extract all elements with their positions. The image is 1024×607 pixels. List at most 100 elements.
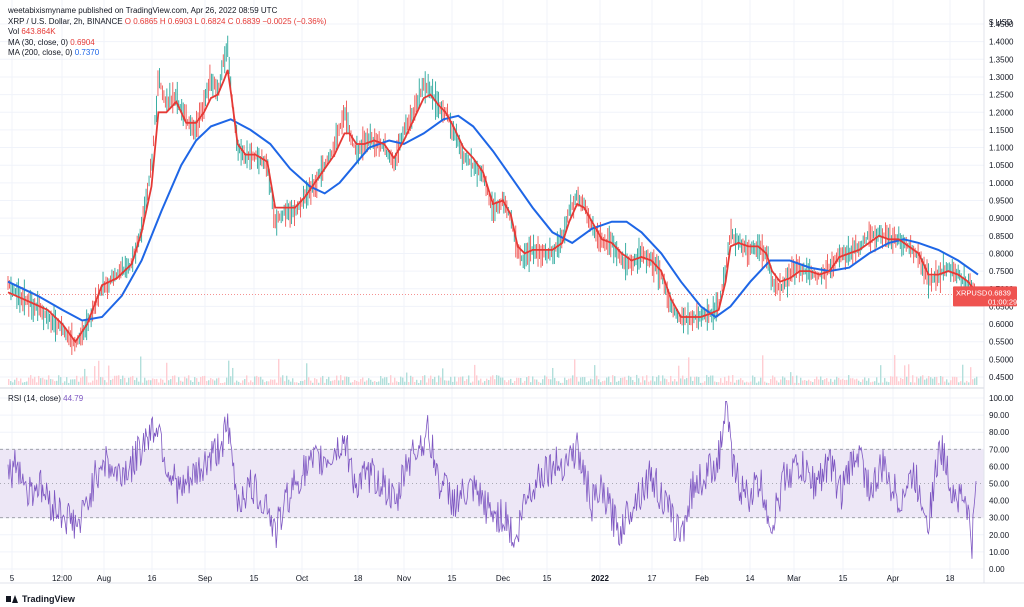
volume-bar	[134, 380, 136, 385]
volume-bar	[536, 379, 538, 385]
volume-bar	[594, 365, 596, 385]
volume-bar	[466, 379, 468, 385]
volume-bar	[788, 380, 790, 385]
volume-bar	[86, 376, 88, 385]
volume-bar	[88, 382, 90, 385]
volume-bar	[546, 376, 548, 385]
volume-bar	[254, 376, 256, 385]
volume-bar	[836, 376, 838, 385]
volume-bar	[502, 377, 504, 385]
volume-label[interactable]: Vol	[8, 27, 20, 36]
volume-bar	[718, 382, 720, 385]
volume-bar	[808, 379, 810, 385]
volume-bar	[656, 376, 658, 385]
volume-bar	[954, 376, 956, 385]
volume-bar	[602, 381, 604, 385]
volume-bar	[680, 378, 682, 385]
volume-bar	[360, 379, 362, 385]
volume-bar	[348, 377, 350, 385]
volume-bar	[278, 358, 280, 385]
volume-bar	[552, 367, 554, 385]
volume-bar	[390, 375, 392, 385]
volume-bar	[460, 376, 462, 385]
volume-bar	[912, 375, 914, 385]
volume-bar	[822, 380, 824, 385]
volume-bar	[356, 380, 358, 385]
price-tick-label: 1.2500	[989, 91, 1014, 100]
volume-bar	[16, 377, 18, 385]
volume-bar	[248, 382, 250, 385]
volume-bar	[52, 379, 54, 385]
volume-bar	[38, 375, 40, 385]
volume-bar	[346, 376, 348, 385]
rsi-tick-label: 70.00	[989, 445, 1010, 454]
volume-bar	[534, 379, 536, 385]
volume-bar	[916, 376, 918, 385]
volume-bar	[320, 377, 322, 385]
ma200-label[interactable]: MA (200, close, 0)	[8, 48, 73, 57]
volume-bar	[722, 382, 724, 385]
price-tick-label: 1.0000	[989, 179, 1014, 188]
time-tick-label: Nov	[397, 574, 411, 583]
volume-bar	[694, 376, 696, 385]
volume-bar	[110, 379, 112, 385]
volume-bars	[8, 355, 978, 385]
volume-bar	[102, 377, 104, 385]
volume-bar	[252, 382, 254, 385]
volume-bar	[174, 375, 176, 385]
volume-bar	[58, 375, 60, 385]
volume-bar	[440, 377, 442, 385]
time-tick-label: 2022	[591, 574, 609, 583]
price-tick-label: 1.4500	[989, 20, 1014, 29]
volume-bar	[500, 377, 502, 385]
volume-bar	[740, 378, 742, 385]
symbol-title[interactable]: XRP / U.S. Dollar, 2h, BINANCE	[8, 16, 123, 26]
volume-bar	[528, 375, 530, 385]
volume-bar	[448, 380, 450, 385]
volume-bar	[674, 379, 676, 385]
volume-bar	[780, 379, 782, 385]
ma30-row: MA (30, close, 0) 0.6904	[8, 38, 326, 49]
volume-bar	[588, 381, 590, 385]
volume-bar	[720, 378, 722, 385]
volume-bar	[24, 382, 26, 385]
volume-bar	[700, 382, 702, 385]
volume-bar	[874, 381, 876, 385]
volume-bar	[902, 378, 904, 385]
volume-bar	[644, 380, 646, 385]
volume-bar	[124, 377, 126, 385]
volume-bar	[396, 381, 398, 385]
volume-bar	[530, 382, 532, 385]
volume-bar	[634, 381, 636, 385]
volume-bar	[738, 379, 740, 385]
volume-bar	[452, 381, 454, 385]
price-tick-label: 0.9500	[989, 197, 1014, 206]
volume-bar	[78, 381, 80, 385]
volume-bar	[60, 377, 62, 385]
volume-bar	[504, 380, 506, 385]
volume-bar	[632, 380, 634, 385]
volume-bar	[408, 382, 410, 385]
volume-bar	[758, 381, 760, 385]
rsi-series	[7, 401, 977, 559]
volume-bar	[840, 379, 842, 385]
volume-bar	[544, 375, 546, 385]
volume-bar	[94, 366, 96, 385]
volume-bar	[684, 379, 686, 385]
volume-bar	[40, 378, 42, 385]
volume-bar	[186, 378, 188, 385]
footer-brand[interactable]: TradingView	[6, 594, 75, 604]
volume-bar	[850, 378, 852, 385]
volume-bar	[388, 382, 390, 385]
volume-bar	[416, 379, 418, 385]
rsi-label[interactable]: RSI (14, close)	[8, 394, 61, 403]
volume-bar	[158, 382, 160, 385]
volume-bar	[710, 375, 712, 385]
volume-bar	[306, 363, 308, 385]
volume-bar	[842, 378, 844, 385]
time-tick-label: 16	[148, 574, 157, 583]
volume-bar	[214, 380, 216, 385]
volume-bar	[562, 382, 564, 385]
ma30-label[interactable]: MA (30, close, 0)	[8, 37, 69, 47]
